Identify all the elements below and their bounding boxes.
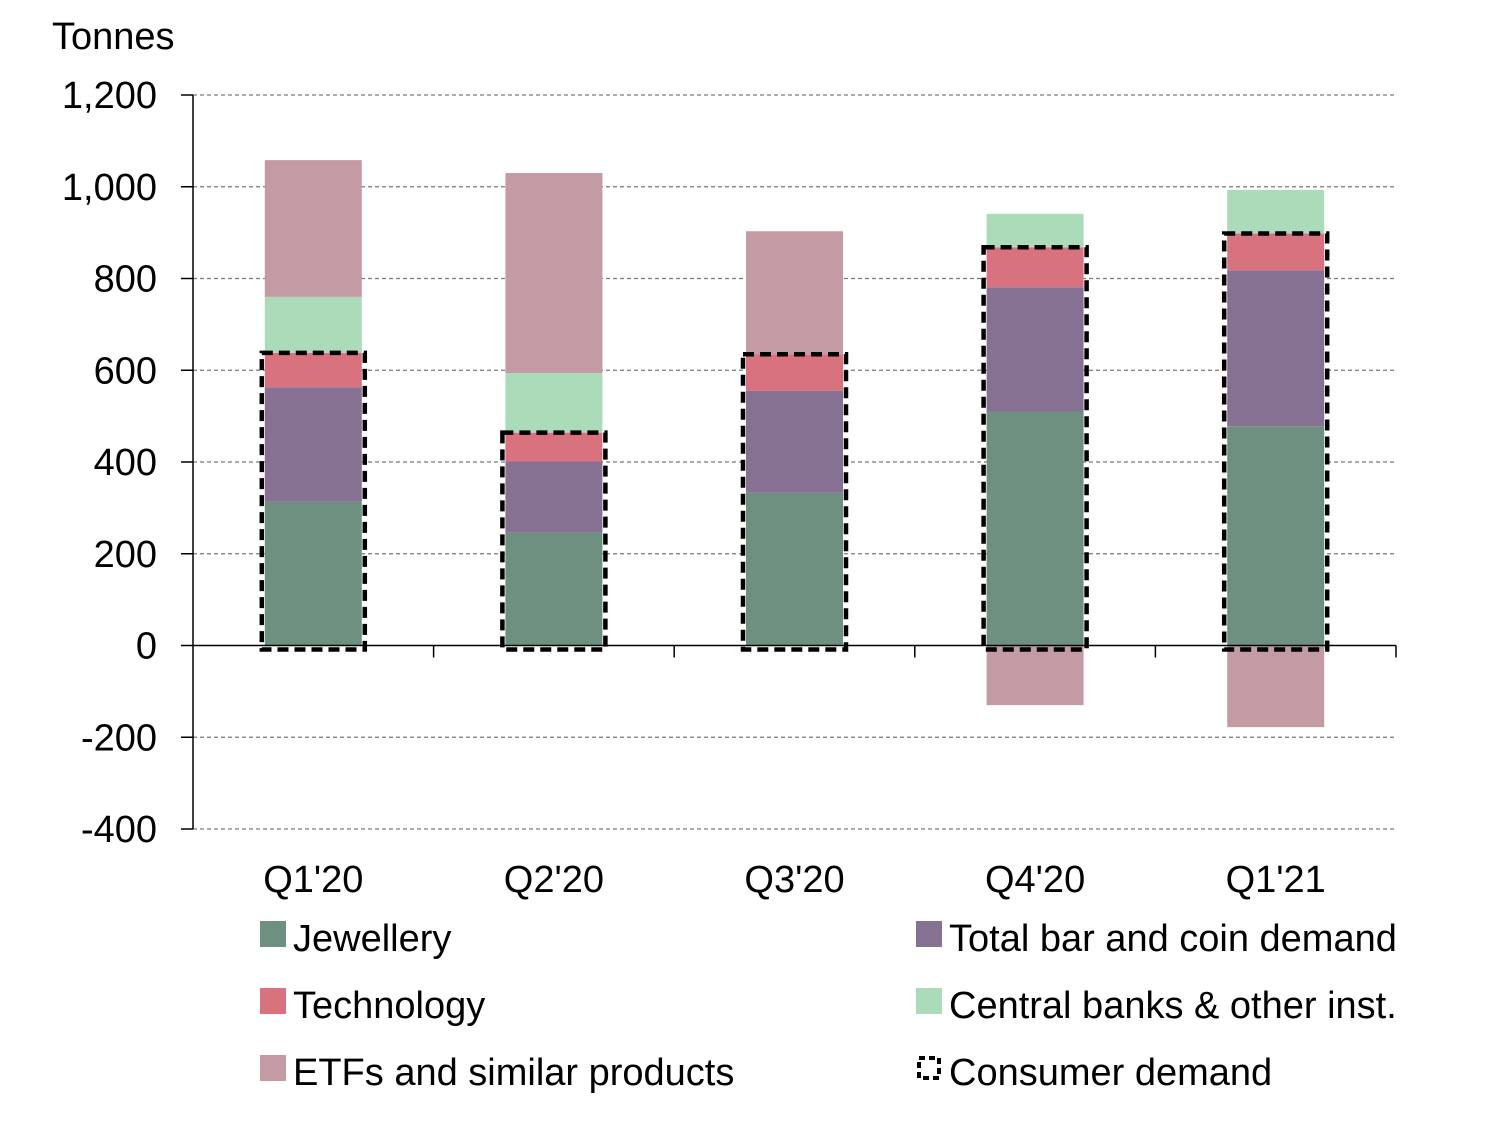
bar-segment-technology	[746, 354, 843, 391]
bar-segment-technology	[986, 247, 1084, 288]
bar-segment-technology	[1227, 233, 1325, 271]
bar-segment-jewellery	[1227, 426, 1325, 646]
legend-item-central-banks-other-inst: Central banks & other inst.	[916, 985, 1397, 1027]
legend-label: Central banks & other inst.	[949, 985, 1397, 1027]
bar-segment-total-bar-and-coin-demand	[986, 287, 1084, 412]
legend-item-etfs-and-similar-products: ETFs and similar products	[260, 1052, 734, 1094]
legend-item-technology: Technology	[260, 985, 485, 1027]
bar-segment-etfs-and-similar-products	[505, 172, 603, 374]
bar-segment-total-bar-and-coin-demand	[264, 387, 362, 502]
consumer-demand-outline	[981, 245, 1089, 652]
bar-segment-central-banks-other-inst	[264, 296, 362, 353]
x-tick-label: Q1'21	[1226, 859, 1326, 901]
y-tick-labels: 1,200 1,000 800 600 400 200 0 -200 -400	[62, 75, 157, 851]
bar-segment-total-bar-and-coin-demand	[505, 461, 603, 533]
consumer-demand-outlines	[259, 231, 1330, 652]
consumer-demand-outline	[259, 350, 368, 652]
legend-label: Technology	[293, 985, 485, 1027]
bar-segment-etfs-and-similar-products	[746, 231, 843, 355]
y-tick-label: 0	[136, 626, 157, 668]
y-tick-label: 800	[94, 259, 157, 301]
legend-swatch	[260, 1055, 286, 1081]
legend-label: Consumer demand	[949, 1052, 1272, 1094]
bar-segment-etfs-and-similar-products	[1227, 645, 1325, 728]
bar-segment-jewellery	[505, 532, 603, 646]
legend-item-total-bar-and-coin-demand: Total bar and coin demand	[916, 918, 1397, 960]
legend-swatch	[916, 988, 942, 1014]
legend: Jewellery Total bar and coin demand Techno…	[260, 918, 1397, 1094]
y-tick-label: 200	[94, 534, 157, 576]
legend-label: ETFs and similar products	[293, 1052, 734, 1094]
consumer-demand-outline	[740, 351, 849, 652]
axes	[181, 94, 1397, 830]
consumer-demand-outline	[1221, 231, 1330, 652]
x-tick-labels: Q1'20 Q2'20 Q3'20 Q4'20 Q1'21	[263, 859, 1326, 901]
legend-swatch	[260, 921, 286, 947]
legend-item-consumer-demand: Consumer demand	[917, 1052, 1272, 1094]
bar-segment-total-bar-and-coin-demand	[1227, 270, 1325, 427]
bar-segment-jewellery	[746, 492, 843, 646]
bar-segment-jewellery	[264, 501, 362, 646]
bar-segment-central-banks-other-inst	[1227, 189, 1325, 234]
bars	[264, 160, 1325, 728]
x-tick-label: Q3'20	[744, 859, 844, 901]
y-tick-label: 1,000	[62, 167, 157, 209]
x-tick-label: Q1'20	[263, 859, 363, 901]
bar-segment-technology	[264, 352, 362, 388]
y-tick-label: -200	[81, 717, 157, 759]
consumer-demand-outline	[500, 430, 608, 652]
legend-swatch	[260, 988, 286, 1014]
bar-segment-etfs-and-similar-products	[264, 160, 362, 297]
y-tick-label: -400	[81, 809, 157, 851]
bar-segment-total-bar-and-coin-demand	[746, 390, 843, 493]
bar-segment-central-banks-other-inst	[986, 213, 1084, 248]
x-tick-label: Q4'20	[985, 859, 1085, 901]
gridlines	[193, 94, 1396, 830]
y-tick-label: 1,200	[62, 75, 157, 117]
legend-label: Total bar and coin demand	[949, 918, 1397, 960]
bar-segment-etfs-and-similar-products	[986, 645, 1084, 706]
bar-segment-jewellery	[986, 411, 1084, 646]
legend-label: Jewellery	[293, 918, 451, 960]
bar-segment-central-banks-other-inst	[505, 373, 603, 433]
legend-swatch	[916, 921, 942, 947]
y-axis-unit-label: Tonnes	[52, 16, 175, 58]
legend-item-jewellery: Jewellery	[260, 918, 451, 960]
y-tick-label: 600	[94, 350, 157, 392]
x-tick-label: Q2'20	[504, 859, 604, 901]
bar-segment-technology	[505, 432, 603, 462]
legend-swatch	[917, 1056, 941, 1080]
y-tick-label: 400	[94, 442, 157, 484]
